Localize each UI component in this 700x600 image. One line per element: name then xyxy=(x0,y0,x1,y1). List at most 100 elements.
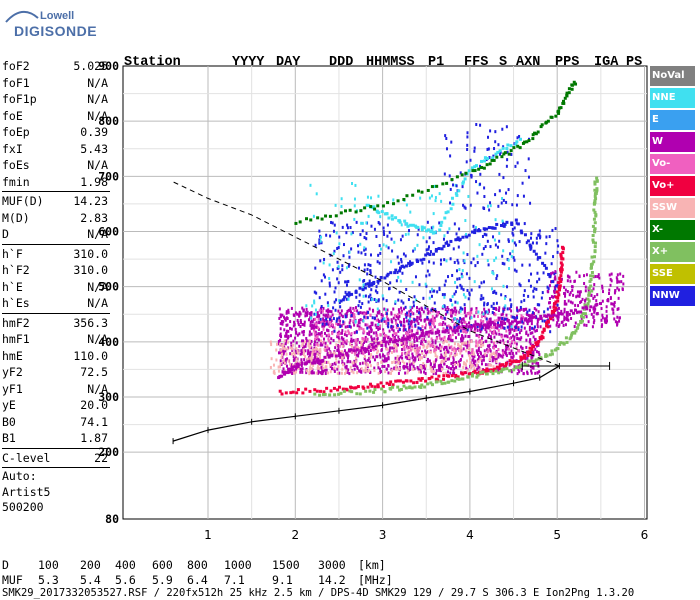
echo-point xyxy=(321,368,324,372)
series-point xyxy=(370,283,374,287)
echo-point xyxy=(335,319,338,323)
echo-point xyxy=(452,358,455,362)
series-point xyxy=(316,357,320,361)
param-row: M(D) 2.83 xyxy=(2,210,110,227)
series-point xyxy=(367,345,371,349)
echo-point xyxy=(527,333,530,337)
param-label: foE xyxy=(2,108,23,123)
echo-point xyxy=(554,270,557,274)
series-point xyxy=(539,356,543,360)
series-point xyxy=(450,178,454,182)
echo-point xyxy=(443,316,446,320)
echo-point xyxy=(312,352,315,356)
echo-point xyxy=(338,300,341,304)
y-tick-label: 200 xyxy=(98,445,119,459)
echo-point xyxy=(408,357,411,361)
echo-point xyxy=(319,317,322,321)
echo-point xyxy=(402,365,405,369)
echo-point xyxy=(429,310,432,314)
echo-point xyxy=(525,332,528,336)
echo-point xyxy=(537,343,540,347)
echo-point xyxy=(411,356,414,360)
echo-point xyxy=(340,197,343,201)
echo-point xyxy=(459,309,462,313)
echo-point xyxy=(375,314,378,318)
echo-point xyxy=(543,310,546,314)
echo-point xyxy=(372,355,375,359)
echo-point xyxy=(407,332,410,336)
echo-point xyxy=(453,371,456,375)
echo-point xyxy=(372,309,375,313)
echo-point xyxy=(457,360,460,364)
echo-point xyxy=(280,348,283,352)
echo-point xyxy=(447,275,450,279)
echo-point xyxy=(412,300,415,304)
series-point xyxy=(463,325,467,329)
echo-point xyxy=(292,343,295,347)
series-point xyxy=(475,375,479,379)
echo-point xyxy=(459,316,462,320)
echo-point xyxy=(434,354,437,358)
series-point xyxy=(462,326,466,330)
echo-point xyxy=(341,268,344,272)
echo-point xyxy=(347,308,350,312)
series-point xyxy=(551,280,555,284)
echo-point xyxy=(527,175,530,179)
echo-point xyxy=(475,309,478,313)
series-point xyxy=(559,341,563,345)
echo-point xyxy=(290,306,293,310)
echo-point xyxy=(375,346,378,350)
echo-point xyxy=(565,317,568,321)
param-row: h`Es N/A xyxy=(2,295,110,312)
echo-point xyxy=(422,337,425,341)
param-row: C-level 22 xyxy=(2,450,110,467)
series-point xyxy=(452,329,456,333)
legend-item: NNW xyxy=(650,286,695,306)
echo-point xyxy=(421,364,424,368)
echo-point xyxy=(364,323,367,327)
echo-point xyxy=(500,201,503,205)
echo-point xyxy=(395,343,398,347)
echo-point xyxy=(412,368,415,372)
echo-point xyxy=(510,303,513,307)
echo-point xyxy=(374,339,377,343)
series-point xyxy=(426,382,430,386)
echo-point xyxy=(484,315,487,319)
echo-point xyxy=(329,363,332,367)
echo-point xyxy=(480,362,483,366)
series-point xyxy=(450,374,454,378)
echo-point xyxy=(374,323,377,327)
muf-cell: 5.4 xyxy=(80,572,101,587)
echo-point xyxy=(522,321,525,325)
echo-point xyxy=(330,310,333,314)
echo-point xyxy=(513,316,516,320)
echo-point xyxy=(483,303,486,307)
series-point xyxy=(508,359,512,363)
echo-point xyxy=(429,250,432,254)
echo-point xyxy=(403,265,406,269)
echo-point xyxy=(473,367,476,371)
echo-point xyxy=(440,362,443,366)
echo-point xyxy=(534,347,537,351)
echo-point xyxy=(447,334,450,338)
series-point xyxy=(534,358,538,362)
series-point xyxy=(292,365,296,369)
echo-point xyxy=(424,339,427,343)
echo-point xyxy=(320,371,323,375)
echo-point xyxy=(279,338,282,342)
series-point xyxy=(337,354,341,358)
echo-point xyxy=(277,339,280,343)
echo-point xyxy=(489,349,492,353)
echo-point xyxy=(279,313,282,317)
echo-point xyxy=(563,302,566,306)
echo-point xyxy=(309,356,312,360)
series-point xyxy=(595,187,599,191)
echo-point xyxy=(279,342,282,346)
series-point xyxy=(558,312,562,316)
echo-point xyxy=(304,342,307,346)
series-point xyxy=(368,382,372,386)
echo-point xyxy=(291,348,294,352)
series-point xyxy=(500,323,504,327)
param-value: N/A xyxy=(87,381,108,396)
echo-point xyxy=(315,325,318,329)
